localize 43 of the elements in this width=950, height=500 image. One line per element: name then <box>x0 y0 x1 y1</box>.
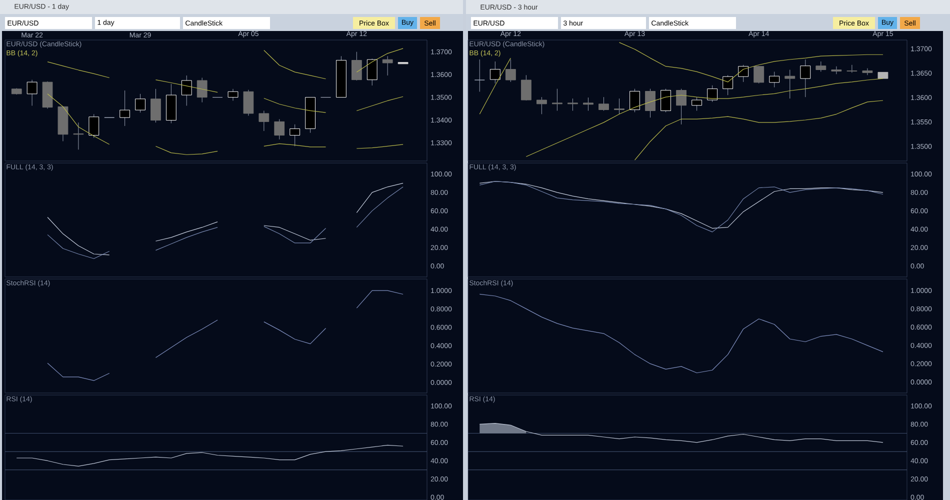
line-series <box>479 294 884 374</box>
candlestick <box>784 70 796 99</box>
candlestick <box>88 114 100 138</box>
candlestick <box>135 94 146 113</box>
line-series <box>634 100 884 160</box>
candlestick <box>816 61 826 72</box>
candlestick <box>769 71 780 88</box>
candlestick <box>26 80 38 106</box>
candlestick <box>692 96 702 111</box>
candlestick <box>676 88 687 125</box>
candlestick <box>366 58 378 86</box>
candlestick <box>290 124 300 146</box>
candlestick <box>490 61 500 84</box>
candlestick <box>568 98 578 111</box>
candlestick <box>536 96 547 114</box>
line-series <box>16 444 404 467</box>
candlestick <box>196 78 208 103</box>
candlestick <box>862 68 873 76</box>
candlestick <box>120 90 130 126</box>
candlestick <box>181 75 192 106</box>
candlestick <box>660 88 671 112</box>
candlestick <box>382 56 393 76</box>
candlestick <box>150 88 161 123</box>
candlestick <box>598 96 609 111</box>
candlestick <box>630 88 640 112</box>
candlestick <box>505 59 516 82</box>
candlestick <box>351 52 362 81</box>
candlestick <box>552 88 562 111</box>
candlestick <box>800 59 811 98</box>
candlestick <box>738 64 749 82</box>
candlestick <box>274 118 285 140</box>
candlestick <box>614 98 624 114</box>
candlestick <box>645 88 656 118</box>
candlestick <box>228 88 238 101</box>
candlestick <box>520 74 532 101</box>
candlestick <box>583 97 594 111</box>
candlestick <box>243 90 254 116</box>
candlestick <box>258 110 270 132</box>
candlestick <box>754 66 764 84</box>
candlestick <box>707 85 718 102</box>
candlestick <box>474 59 485 92</box>
candlestick <box>846 64 858 73</box>
candlestick <box>722 74 734 96</box>
